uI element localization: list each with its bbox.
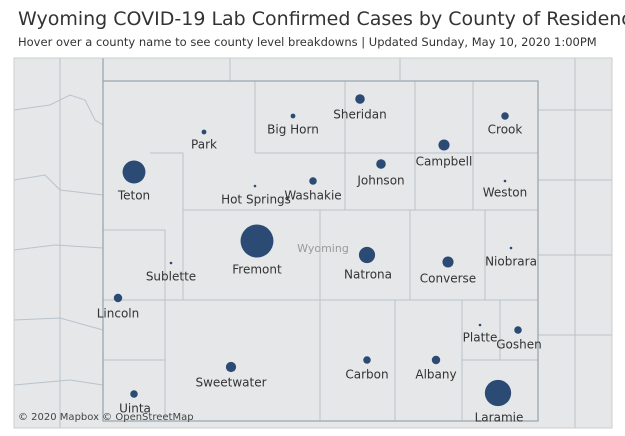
county-label[interactable]: Fremont [232,263,282,277]
county-label[interactable]: Campbell [416,155,473,169]
county-bubble [122,160,146,184]
county-bubble [290,113,296,119]
county-bubble [225,361,237,373]
county-bubble [169,261,173,265]
subtitle: Hover over a county name to see county l… [18,35,597,49]
county-label[interactable]: Washakie [284,189,341,203]
county-label[interactable]: Platte [463,331,498,345]
county-label[interactable]: Converse [420,272,476,286]
county-label[interactable]: Goshen [496,338,542,352]
county-bubble [130,390,138,398]
county-bubble [240,224,274,258]
county-bubble [478,323,482,327]
county-label[interactable]: Sheridan [333,108,386,122]
county-bubble [253,184,257,188]
county-bubble [201,129,207,135]
county-bubble [358,246,376,264]
other-borders [13,58,612,428]
county-bubble [431,355,441,365]
county-label[interactable]: Crook [488,123,523,137]
county-label[interactable]: Carbon [345,368,388,382]
county-bubble [355,94,365,104]
county-label[interactable]: Big Horn [267,123,319,137]
county-bubble [309,177,317,185]
county-bubble [514,326,522,334]
county-bubble [484,379,512,407]
county-label[interactable]: Park [191,138,217,152]
county-bubble [363,356,371,364]
county-label[interactable]: Lincoln [97,307,140,321]
county-bubble [501,112,509,120]
county-label[interactable]: Albany [415,368,456,382]
county-label[interactable]: Natrona [344,268,392,282]
county-label[interactable]: Uinta [119,402,151,416]
county-bubble [438,139,450,151]
state-label: Wyoming [297,242,349,255]
county-borders [103,81,538,421]
state-border [102,58,539,422]
county-bubble [442,256,454,268]
county-label[interactable]: Niobrara [485,255,537,269]
county-bubble [113,293,123,303]
attribution: © 2020 Mapbox © OpenStreetMap [18,412,194,423]
county-label[interactable]: Sweetwater [195,376,266,390]
county-label[interactable]: Hot Springs [221,193,291,207]
county-bubble [376,159,386,169]
county-label[interactable]: Weston [483,186,527,200]
county-label[interactable]: Sublette [146,270,196,284]
county-bubble [509,246,513,250]
map-background [14,58,612,428]
county-label[interactable]: Teton [117,189,150,203]
title: Wyoming COVID-19 Lab Confirmed Cases by … [18,8,625,30]
county-label[interactable]: Johnson [356,174,404,188]
county-label[interactable]: Laramie [475,411,524,425]
map-frame [13,57,613,429]
county-bubble [503,179,507,183]
